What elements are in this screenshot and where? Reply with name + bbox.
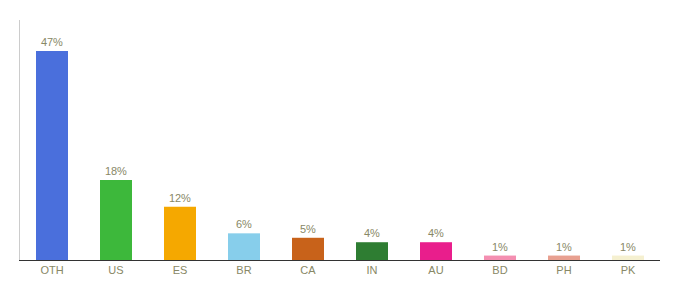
svg-text:12%: 12% (169, 192, 191, 204)
svg-text:PH: PH (556, 264, 571, 276)
svg-text:US: US (108, 264, 123, 276)
svg-text:6%: 6% (236, 218, 252, 230)
svg-text:18%: 18% (105, 165, 127, 177)
svg-text:5%: 5% (300, 223, 316, 235)
svg-text:OTH: OTH (40, 264, 63, 276)
svg-text:PK: PK (621, 264, 636, 276)
svg-text:IN: IN (367, 264, 378, 276)
svg-text:4%: 4% (364, 227, 380, 239)
svg-text:4%: 4% (428, 227, 444, 239)
svg-text:AU: AU (428, 264, 443, 276)
svg-text:1%: 1% (492, 241, 508, 253)
svg-text:BD: BD (492, 264, 507, 276)
svg-text:47%: 47% (41, 36, 63, 48)
svg-text:ES: ES (173, 264, 188, 276)
svg-text:1%: 1% (556, 241, 572, 253)
svg-text:1%: 1% (620, 241, 636, 253)
svg-text:BR: BR (236, 264, 251, 276)
svg-text:CA: CA (300, 264, 316, 276)
